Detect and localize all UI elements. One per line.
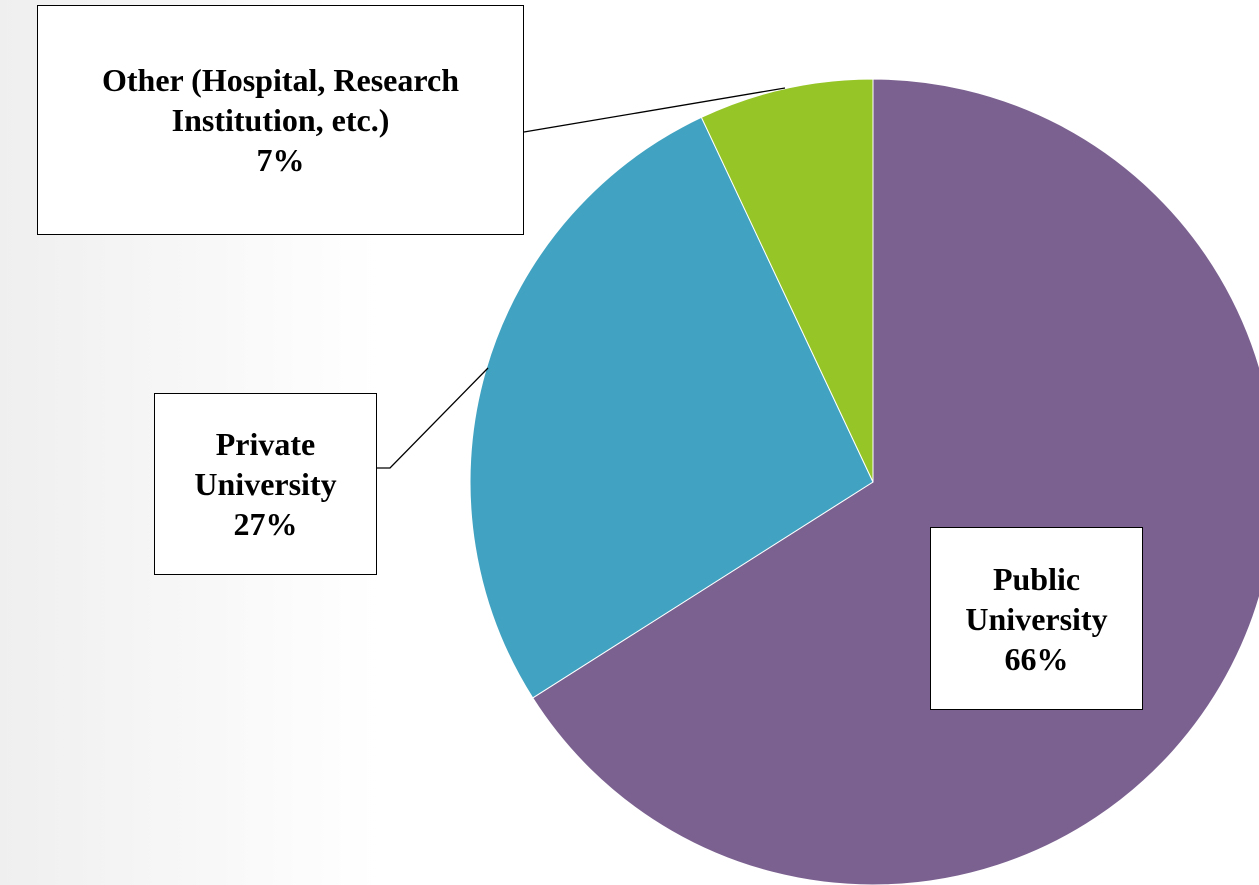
label-value: 7%: [256, 142, 305, 178]
label-value: 66%: [1004, 640, 1069, 677]
label-value: 27%: [233, 506, 298, 542]
label-category: Public University: [965, 560, 1108, 637]
data-label: Other (Hospital, Research Institution, e…: [37, 5, 524, 235]
leader-line: [377, 367, 489, 469]
data-label: Public University 66%: [930, 527, 1143, 710]
slices: [469, 78, 1259, 885]
label-category: Other (Hospital, Research Institution, e…: [102, 62, 459, 138]
data-label: Private University 27%: [154, 393, 377, 575]
label-category: Private University: [194, 426, 337, 502]
leader-line: [523, 87, 786, 133]
pie-slice: [700, 78, 874, 483]
